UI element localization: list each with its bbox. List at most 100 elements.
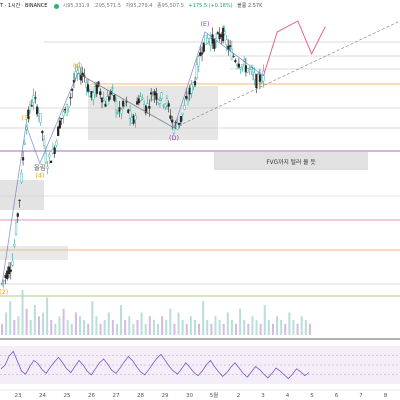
volume-bar bbox=[214, 316, 217, 335]
volume-bar bbox=[198, 323, 201, 335]
candle-body bbox=[128, 110, 132, 119]
candle-body bbox=[90, 91, 93, 98]
candle-body bbox=[139, 96, 142, 101]
volume-bar bbox=[17, 316, 20, 335]
volume-bar bbox=[263, 305, 266, 335]
volume-bar bbox=[1, 323, 3, 335]
candle-body bbox=[181, 112, 184, 115]
candle-body bbox=[167, 103, 170, 107]
candle-body bbox=[188, 87, 191, 95]
candle-body bbox=[121, 101, 125, 107]
time-tick-label: 2 bbox=[237, 393, 241, 399]
candle-body bbox=[39, 113, 42, 124]
candle-body bbox=[192, 82, 195, 87]
volume-bar bbox=[157, 323, 159, 335]
candle-body bbox=[136, 101, 139, 105]
candle-body bbox=[211, 34, 214, 44]
candle-body bbox=[143, 103, 146, 112]
label-wave-2: (2) bbox=[0, 288, 8, 296]
volume-bar bbox=[173, 323, 176, 335]
time-tick-label: 8 bbox=[384, 393, 388, 399]
volume-bar bbox=[247, 323, 250, 335]
volume-bar bbox=[284, 323, 287, 335]
candle-body bbox=[43, 139, 46, 146]
time-tick-label: 4 bbox=[286, 393, 290, 399]
volume-bar bbox=[136, 320, 139, 335]
volume-bar bbox=[210, 323, 213, 335]
fvg-box-lower bbox=[0, 246, 68, 260]
elliott-wave-lines bbox=[1, 20, 400, 285]
volume-bar bbox=[276, 316, 279, 335]
candle-body bbox=[218, 33, 221, 40]
price-change: +175.5 (+0.18%) bbox=[188, 3, 233, 9]
fvg-box-target bbox=[214, 152, 368, 170]
candle-body bbox=[64, 109, 67, 111]
candle-body bbox=[255, 74, 258, 89]
time-tick-label: 30 bbox=[186, 393, 193, 399]
volume-bar bbox=[148, 316, 151, 335]
label-wave-d: (D) bbox=[169, 134, 179, 142]
volume-bar bbox=[33, 305, 36, 335]
candle-body bbox=[55, 140, 58, 146]
candle-body bbox=[164, 103, 167, 108]
candle-body bbox=[67, 105, 70, 108]
volume-bar bbox=[29, 320, 32, 335]
symbol-label[interactable]: T · 1시간 · BINANCE bbox=[0, 3, 48, 9]
candle-body bbox=[202, 42, 205, 52]
time-tick-label: 3 bbox=[261, 393, 265, 399]
volume-bar bbox=[230, 320, 233, 335]
oscillator-pane bbox=[0, 346, 400, 384]
volume-bar bbox=[95, 316, 98, 335]
candle-body bbox=[13, 244, 16, 247]
fvg-note-label: FVG까지 털러 올 듯 bbox=[266, 158, 316, 166]
volume-bar bbox=[304, 320, 307, 335]
candle-body bbox=[207, 38, 211, 42]
candle-body bbox=[190, 84, 193, 94]
volume-bar bbox=[144, 323, 147, 335]
candle-body bbox=[130, 117, 133, 124]
volume-bar bbox=[177, 312, 180, 335]
volume-bar bbox=[218, 320, 221, 335]
oscillator-line bbox=[0, 350, 310, 380]
candle-body bbox=[44, 153, 47, 163]
ohlc-high: 고95,571.5 bbox=[94, 3, 121, 9]
trendline-upper bbox=[77, 72, 175, 129]
candle-body bbox=[150, 92, 153, 95]
volume-bar bbox=[193, 320, 196, 335]
candle-body bbox=[4, 275, 7, 279]
candle-body bbox=[46, 166, 49, 169]
volume-bar bbox=[5, 312, 8, 335]
candle-body bbox=[216, 32, 219, 34]
consolidation-zones bbox=[0, 86, 368, 260]
candle-body bbox=[153, 91, 156, 96]
candle-body bbox=[250, 67, 253, 70]
candle-body bbox=[65, 103, 69, 116]
candle-body bbox=[114, 101, 118, 111]
candle-body bbox=[237, 63, 240, 68]
volume-bar bbox=[235, 323, 237, 335]
candle-body bbox=[172, 127, 176, 134]
time-tick-label: 28 bbox=[137, 393, 144, 399]
candle-body bbox=[93, 86, 97, 95]
candle-body bbox=[178, 122, 181, 125]
candle-body bbox=[6, 270, 9, 279]
label-wave-3: (3) bbox=[21, 114, 30, 122]
candle-body bbox=[85, 82, 88, 88]
volume-bar bbox=[79, 316, 81, 335]
candle-body bbox=[30, 105, 33, 107]
candle-body bbox=[209, 38, 212, 46]
time-tick-label: 6 bbox=[335, 393, 339, 399]
candle-body bbox=[176, 124, 179, 130]
volume-bar bbox=[206, 320, 209, 335]
volume-bar bbox=[83, 320, 86, 335]
candle-body bbox=[78, 66, 81, 74]
volume-bar bbox=[62, 308, 65, 335]
candle-body bbox=[2, 280, 5, 282]
candle-body bbox=[62, 111, 65, 116]
volume-bar bbox=[124, 320, 127, 335]
candles-layer bbox=[0, 25, 265, 289]
candle-body bbox=[69, 97, 72, 99]
candle-body bbox=[232, 55, 235, 58]
candle-body bbox=[253, 72, 256, 80]
